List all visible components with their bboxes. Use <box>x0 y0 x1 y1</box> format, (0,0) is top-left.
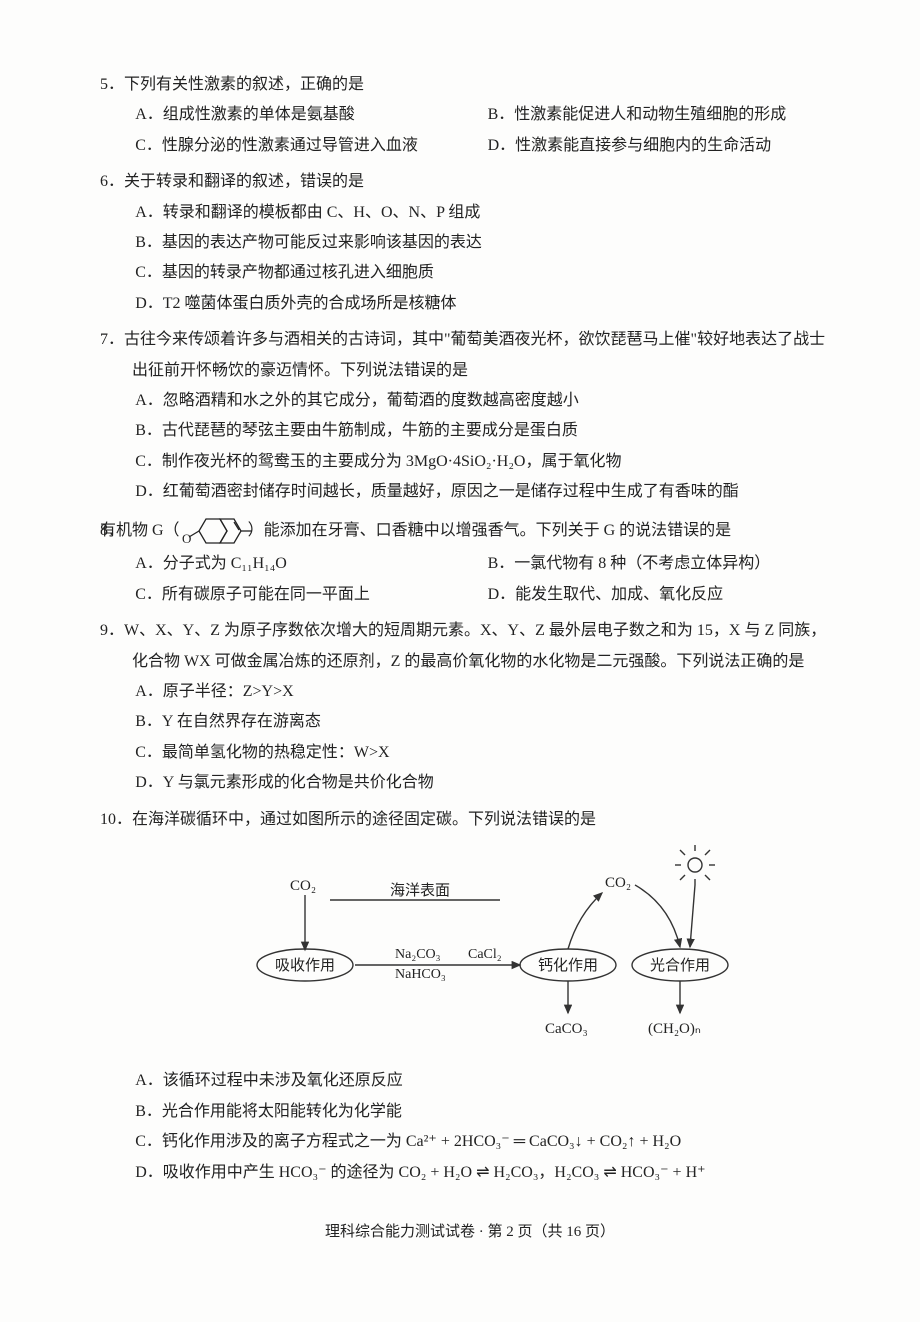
q9-text: W、X、Y、Z 为原子序数依次增大的短周期元素。X、Y、Z 最外层电子数之和为 … <box>124 622 826 669</box>
carbon-cycle-diagram: CO₂ CO₂ 海洋表面 吸收作用 Na₂CO₃ NaHCO₃ CaCl₂ 钙化 <box>100 845 840 1056</box>
label-ch2o: (CH₂O)ₙ <box>648 1021 701 1037</box>
question-10: 10．在海洋碳循环中，通过如图所示的途径固定碳。下列说法错误的是 <box>100 805 840 1188</box>
question-5: 5．下列有关性激素的叙述，正确的是 A．组成性激素的单体是氨基酸 B．性激素能促… <box>100 70 840 161</box>
q6-text: 关于转录和翻译的叙述，错误的是 <box>124 173 364 190</box>
question-9: 9．W、X、Y、Z 为原子序数依次增大的短周期元素。X、Y、Z 最外层电子数之和… <box>100 616 840 798</box>
label-surface: 海洋表面 <box>390 882 450 899</box>
q10-opt-d: D．吸收作用中产生 HCO₃⁻ 的途径为 CO₂ + H₂O ⇌ H₂CO₃，H… <box>135 1158 840 1188</box>
q10-opt-c: C．钙化作用涉及的离子方程式之一为 Ca²⁺ + 2HCO₃⁻ ═ CaCO₃↓… <box>135 1127 840 1157</box>
q9-opt-d: D．Y 与氯元素形成的化合物是共价化合物 <box>135 768 840 798</box>
q7-opt-d: D．红葡萄酒密封储存时间越长，质量越好，原因之一是储存过程中生成了有香味的酯 <box>135 477 840 507</box>
q9-opt-b: B．Y 在自然界存在游离态 <box>135 707 840 737</box>
q6-opt-b: B．基因的表达产物可能反过来影响该基因的表达 <box>135 228 840 258</box>
q5-opt-b: B．性激素能促进人和动物生殖细胞的形成 <box>488 100 787 130</box>
q10-opt-a: A．该循环过程中未涉及氧化还原反应 <box>135 1066 840 1096</box>
q6-stem: 6．关于转录和翻译的叙述，错误的是 <box>100 167 840 197</box>
label-calcify: 钙化作用 <box>538 957 598 974</box>
label-co2-right: CO₂ <box>605 875 631 891</box>
q7-opt-c: C．制作夜光杯的鸳鸯玉的主要成分为 3MgO·4SiO₂·H₂O，属于氧化物 <box>135 447 840 477</box>
q10-opt-b: B．光合作用能将太阳能转化为化学能 <box>135 1097 840 1127</box>
label-na2co3: Na₂CO₃ <box>395 947 441 962</box>
q5-opt-d: D．性激素能直接参与细胞内的生命活动 <box>488 131 772 161</box>
q6-opt-c: C．基因的转录产物都通过核孔进入细胞质 <box>135 258 840 288</box>
q10-text: 在海洋碳循环中，通过如图所示的途径固定碳。下列说法错误的是 <box>132 811 596 828</box>
q5-stem: 5．下列有关性激素的叙述，正确的是 <box>100 70 840 100</box>
q7-text: 古往今来传颂着许多与酒相关的古诗词，其中"葡萄美酒夜光杯，欲饮琵琶马上催"较好地… <box>124 331 825 378</box>
q8-stem: 8． 有机物 G（ O ）能添加在牙膏、口香糖中以增强香气。下列关于 G 的说法… <box>100 513 840 549</box>
question-6: 6．关于转录和翻译的叙述，错误的是 A．转录和翻译的模板都由 C、H、O、N、P… <box>100 167 840 319</box>
q8-opt-c: C．所有碳原子可能在同一平面上 <box>135 580 370 610</box>
q7-opt-a: A．忽略酒精和水之外的其它成分，葡萄酒的度数越高密度越小 <box>135 386 840 416</box>
q5-number: 5． <box>100 76 124 93</box>
q5-opt-c: C．性腺分泌的性激素通过导管进入血液 <box>135 131 418 161</box>
label-cacl2: CaCl₂ <box>468 947 502 962</box>
sun-icon <box>675 845 715 885</box>
svg-text:O: O <box>182 531 191 546</box>
q8-text-before: 有机物 G（ <box>132 516 180 546</box>
page-footer: 理科综合能力测试试卷 · 第 2 页（共 16 页） <box>100 1218 840 1247</box>
q8-text-after: ）能添加在牙膏、口香糖中以增强香气。下列关于 G 的说法错误的是 <box>280 516 732 546</box>
question-8: 8． 有机物 G（ O ）能添加在牙膏、口香糖中以增强香气。下列关于 G 的说法… <box>100 513 840 610</box>
q9-stem: 9．W、X、Y、Z 为原子序数依次增大的短周期元素。X、Y、Z 最外层电子数之和… <box>100 616 840 677</box>
q8-opt-b: B．一氯代物有 8 种（不考虑立体异构） <box>488 549 771 579</box>
q9-opt-c: C．最简单氢化物的热稳定性：W>X <box>135 738 840 768</box>
q6-opt-a: A．转录和翻译的模板都由 C、H、O、N、P 组成 <box>135 198 840 228</box>
q5-opt-a: A．组成性激素的单体是氨基酸 <box>135 100 355 130</box>
q8-opt-d: D．能发生取代、加成、氧化反应 <box>488 580 724 610</box>
label-nahco3: NaHCO₃ <box>395 967 446 982</box>
label-photo: 光合作用 <box>650 957 710 974</box>
q6-opt-d: D．T2 噬菌体蛋白质外壳的合成场所是核糖体 <box>135 289 840 319</box>
q10-number: 10． <box>100 811 132 828</box>
q7-opt-b: B．古代琵琶的琴弦主要由牛筋制成，牛筋的主要成分是蛋白质 <box>135 416 840 446</box>
q9-number: 9． <box>100 622 124 639</box>
label-caco3: CaCO₃ <box>545 1021 588 1037</box>
q7-number: 7． <box>100 331 124 348</box>
label-co2-left: CO₂ <box>290 878 316 894</box>
label-absorb: 吸收作用 <box>275 957 335 974</box>
q8-opt-a: A．分子式为 C₁₁H₁₄O <box>135 549 287 579</box>
q5-text: 下列有关性激素的叙述，正确的是 <box>124 76 364 93</box>
q9-opt-a: A．原子半径：Z>Y>X <box>135 677 840 707</box>
q10-stem: 10．在海洋碳循环中，通过如图所示的途径固定碳。下列说法错误的是 <box>100 805 840 835</box>
q7-stem: 7．古往今来传颂着许多与酒相关的古诗词，其中"葡萄美酒夜光杯，欲饮琵琶马上催"较… <box>100 325 840 386</box>
q6-number: 6． <box>100 173 124 190</box>
question-7: 7．古往今来传颂着许多与酒相关的古诗词，其中"葡萄美酒夜光杯，欲饮琵琶马上催"较… <box>100 325 840 507</box>
